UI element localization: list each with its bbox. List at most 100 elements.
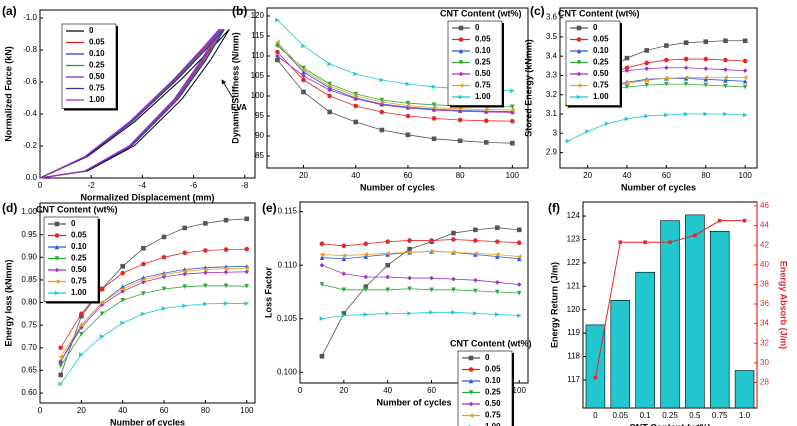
y-tick-label: 0.100 xyxy=(277,367,298,376)
data-point xyxy=(618,240,623,245)
legend-label: 0.25 xyxy=(485,388,501,397)
annotation-arrow xyxy=(221,79,235,101)
data-point xyxy=(341,313,347,318)
data-point xyxy=(483,140,489,145)
legend-label: 0.75 xyxy=(593,81,609,90)
bar xyxy=(709,230,730,409)
legend-label: 1.00 xyxy=(485,422,501,426)
legend-label: 1.00 xyxy=(71,288,87,297)
legend-label: 0.10 xyxy=(485,376,501,385)
x-tick-label: 0 xyxy=(298,386,303,395)
data-point xyxy=(429,248,434,254)
data-point xyxy=(604,121,610,126)
data-point xyxy=(319,316,325,322)
series-line xyxy=(60,267,247,358)
data-point xyxy=(141,245,146,251)
legend-marker xyxy=(54,256,60,261)
legend-marker xyxy=(458,60,464,65)
legend-label: 0.25 xyxy=(89,61,105,70)
legend-label: 0.05 xyxy=(593,35,609,44)
series-line xyxy=(321,264,520,285)
y-tick-label: 0.90 xyxy=(21,252,37,261)
data-point xyxy=(275,57,280,63)
y-tick-label: 0.0 xyxy=(26,173,38,182)
data-point xyxy=(429,275,434,281)
x-tick-label: -6 xyxy=(190,181,198,190)
legend-label: 0.75 xyxy=(485,411,501,420)
data-point xyxy=(644,77,649,83)
data-point xyxy=(431,105,437,110)
data-point xyxy=(483,118,489,124)
data-point xyxy=(407,250,412,255)
legend-marker xyxy=(576,37,582,42)
legend-label: 0.05 xyxy=(475,35,491,44)
annotation: EVA xyxy=(231,103,247,112)
data-point xyxy=(58,354,63,360)
y-tick-label: 0.105 xyxy=(277,314,298,323)
data-point xyxy=(664,112,669,118)
y-tick-label: 0.65 xyxy=(21,366,37,375)
data-point xyxy=(244,216,250,222)
legend-marker xyxy=(468,355,474,361)
legend-label: 0 xyxy=(475,23,480,32)
data-point xyxy=(301,43,306,49)
data-point xyxy=(141,261,146,267)
data-point xyxy=(182,284,188,290)
series-line xyxy=(277,43,513,112)
legend-label: 0 xyxy=(485,353,490,362)
data-point xyxy=(451,250,456,255)
data-point xyxy=(223,269,229,275)
data-point xyxy=(385,274,390,280)
data-point xyxy=(223,301,229,306)
y-tick-label: 90 xyxy=(255,131,264,140)
legend-marker xyxy=(54,233,60,238)
data-point xyxy=(99,286,105,292)
data-point xyxy=(341,253,347,258)
y-tick-label: 117 xyxy=(567,375,580,384)
data-point xyxy=(405,81,411,87)
x-tick-label: 0.25 xyxy=(662,411,678,420)
data-point xyxy=(742,58,748,64)
x-tick-label: 40 xyxy=(351,171,360,180)
data-point xyxy=(120,297,125,303)
data-point xyxy=(510,140,515,146)
data-point xyxy=(385,311,390,316)
legend-label: 0.05 xyxy=(71,231,87,240)
data-point xyxy=(79,322,84,328)
data-point xyxy=(723,75,728,80)
legend-marker xyxy=(458,83,464,88)
data-point xyxy=(341,256,347,262)
data-point xyxy=(624,84,630,90)
data-point xyxy=(244,265,250,271)
data-point xyxy=(182,303,188,309)
data-point xyxy=(161,286,167,292)
legend-label: 0.25 xyxy=(475,58,491,67)
legend-label: 0 xyxy=(593,23,598,32)
x-tick-label: 0.5 xyxy=(689,411,701,420)
data-point xyxy=(99,300,105,305)
data-point xyxy=(495,252,500,257)
legend-label: 0.10 xyxy=(475,46,491,55)
y-tick-label: -0.2 xyxy=(23,141,37,150)
series-line xyxy=(321,239,520,247)
data-point xyxy=(429,238,434,243)
legend-label: 0.75 xyxy=(475,81,491,90)
y-tick-label: 95 xyxy=(255,111,264,120)
data-point xyxy=(742,78,748,84)
y-tick-label: 0.60 xyxy=(21,388,37,397)
data-point xyxy=(363,287,369,293)
data-point xyxy=(379,102,385,108)
data-point xyxy=(244,269,250,275)
x-tick-label: 20 xyxy=(339,386,348,395)
series-line xyxy=(567,113,746,142)
series-line xyxy=(60,285,247,367)
y-tick-label: 3.3 xyxy=(546,71,558,80)
data-point xyxy=(643,240,647,245)
data-point xyxy=(385,287,390,293)
data-point xyxy=(79,352,84,357)
data-point xyxy=(353,119,359,125)
legend-label: 0.25 xyxy=(593,58,609,67)
data-point xyxy=(742,75,748,80)
data-point xyxy=(742,112,748,118)
